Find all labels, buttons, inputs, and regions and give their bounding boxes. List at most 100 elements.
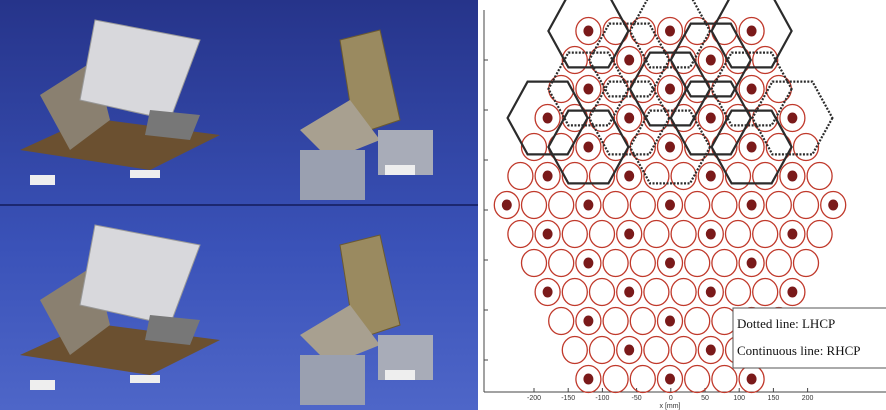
array-element — [712, 366, 737, 393]
feed-dot — [583, 316, 593, 327]
feed-dot — [583, 200, 593, 211]
array-element — [671, 163, 696, 190]
x-tick-label: -100 — [595, 395, 609, 402]
feed-dot — [583, 142, 593, 153]
feed-dot — [787, 229, 797, 240]
array-element — [671, 221, 696, 248]
feed-dot — [583, 26, 593, 37]
array-element — [562, 279, 587, 306]
feed-dot — [502, 200, 512, 211]
array-element — [766, 250, 791, 277]
feed-dot — [583, 258, 593, 269]
x-tick-label: 0 — [669, 395, 673, 402]
feed-dot — [624, 113, 634, 124]
x-tick-label: 150 — [768, 395, 780, 402]
array-element — [590, 337, 615, 364]
array-element — [766, 192, 791, 219]
array-element — [671, 337, 696, 364]
x-tick-label: -50 — [632, 395, 642, 402]
feed-dot — [665, 258, 675, 269]
feed-dot — [583, 374, 593, 385]
array-element — [794, 134, 819, 161]
array-element — [522, 134, 547, 161]
legend-item: Dotted line: LHCP — [737, 316, 835, 331]
legend: Dotted line: LHCP Continuous line: RHCP — [733, 308, 886, 368]
array-element — [562, 221, 587, 248]
figure-canvas: x [mm] -200-150-100-50050100150200 Dotte… — [0, 0, 886, 410]
array-element — [807, 163, 832, 190]
feed-dot — [665, 316, 675, 327]
array-element — [644, 163, 669, 190]
feed-dot — [624, 287, 634, 298]
feed-dot — [543, 171, 553, 182]
array-element — [508, 221, 533, 248]
array-element — [685, 192, 710, 219]
feed-dot — [706, 171, 716, 182]
x-tick-label: -150 — [561, 395, 575, 402]
feed-dot — [747, 26, 757, 37]
array-element — [794, 192, 819, 219]
feed-dot — [543, 229, 553, 240]
array-element — [753, 279, 778, 306]
array-element — [644, 221, 669, 248]
array-element — [712, 250, 737, 277]
array-element — [522, 192, 547, 219]
array-element — [685, 250, 710, 277]
feed-dot — [624, 229, 634, 240]
feed-dot — [543, 287, 553, 298]
x-axis-label: x [mm] — [660, 403, 681, 410]
feed-dot — [624, 171, 634, 182]
feed-dot — [665, 142, 675, 153]
array-element — [562, 47, 587, 74]
array-element — [603, 366, 628, 393]
array-element — [590, 221, 615, 248]
feed-dot — [747, 84, 757, 95]
array-element — [603, 250, 628, 277]
array-element — [753, 47, 778, 74]
x-tick-label: 100 — [733, 395, 745, 402]
feed-dot — [747, 374, 757, 385]
feed-dot — [787, 287, 797, 298]
array-element — [712, 192, 737, 219]
feed-dot — [747, 258, 757, 269]
feed-dot — [747, 142, 757, 153]
array-element — [644, 337, 669, 364]
array-element — [549, 192, 574, 219]
feed-dot — [665, 200, 675, 211]
array-element — [630, 308, 655, 335]
array-element — [549, 308, 574, 335]
array-element — [753, 163, 778, 190]
array-element — [753, 221, 778, 248]
array-element — [726, 279, 751, 306]
legend-item: Continuous line: RHCP — [737, 343, 861, 358]
array-element — [603, 192, 628, 219]
array-element — [726, 163, 751, 190]
array-element — [807, 221, 832, 248]
x-tick-label: -200 — [527, 395, 541, 402]
feed-dot — [583, 84, 593, 95]
array-element — [590, 279, 615, 306]
photo-panel — [0, 0, 478, 410]
array-element — [794, 250, 819, 277]
x-tick-label: 50 — [701, 395, 709, 402]
array-element — [630, 366, 655, 393]
array-element — [671, 279, 696, 306]
feed-dot — [665, 374, 675, 385]
array-element — [726, 221, 751, 248]
feed-dot — [665, 26, 675, 37]
array-element — [644, 279, 669, 306]
feed-dot — [706, 345, 716, 356]
feed-dot — [787, 113, 797, 124]
feed-dot — [543, 113, 553, 124]
figure: x [mm] -200-150-100-50050100150200 Dotte… — [0, 0, 886, 410]
feed-dot — [706, 287, 716, 298]
feed-dot — [624, 345, 634, 356]
array-element — [508, 163, 533, 190]
feed-dot — [665, 84, 675, 95]
array-element — [549, 250, 574, 277]
feed-dot — [747, 200, 757, 211]
feed-dot — [706, 229, 716, 240]
array-element — [562, 337, 587, 364]
array-element — [685, 366, 710, 393]
feed-dot — [828, 200, 838, 211]
